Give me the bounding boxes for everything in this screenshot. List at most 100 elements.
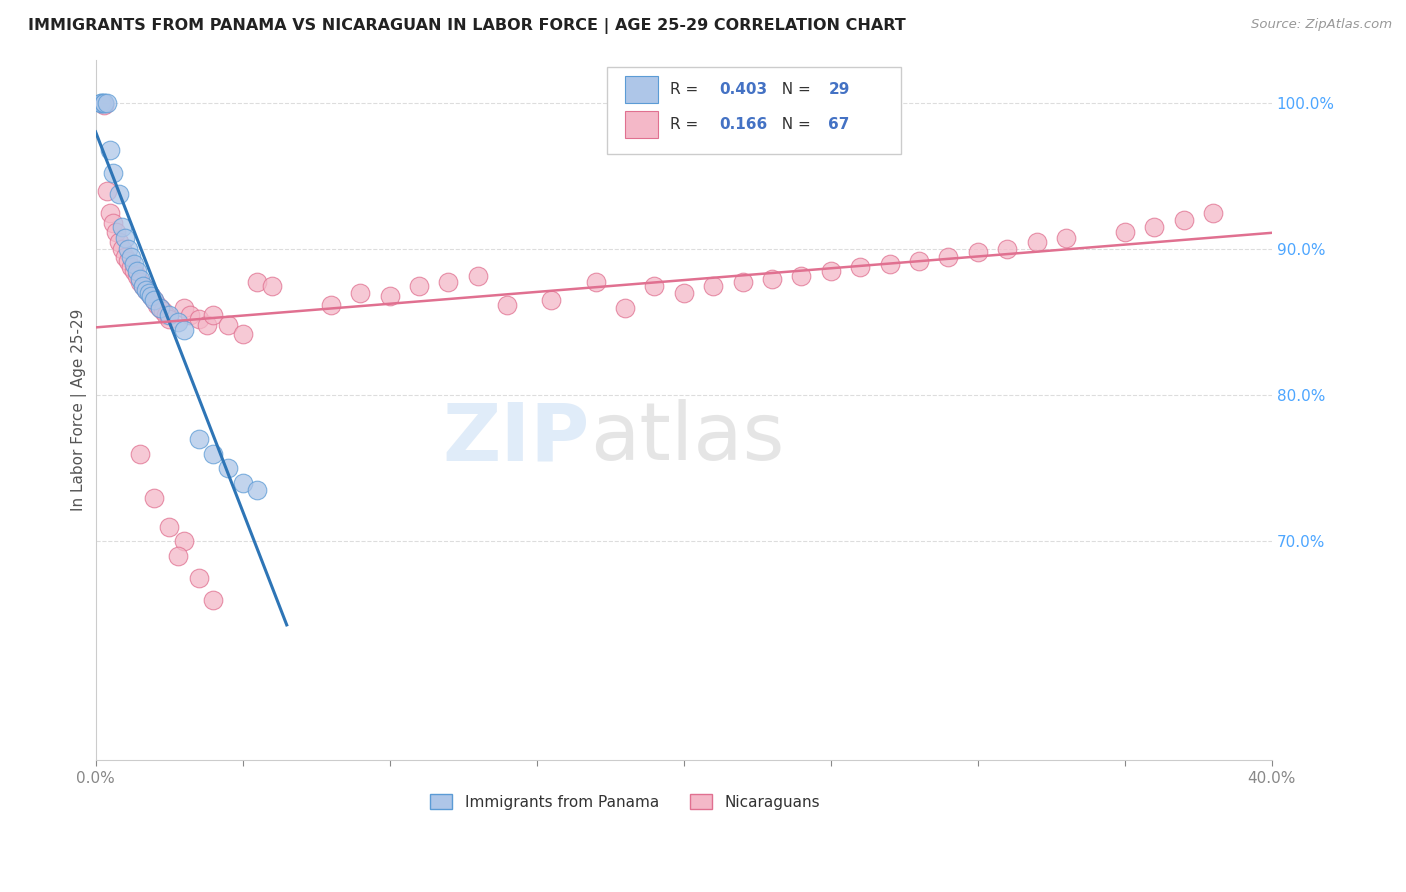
Point bbox=[103, 166, 125, 180]
Point bbox=[157, 312, 180, 326]
Point bbox=[157, 308, 180, 322]
Point bbox=[202, 592, 225, 607]
Point bbox=[378, 289, 401, 303]
Point bbox=[138, 286, 160, 301]
Text: 67: 67 bbox=[828, 117, 849, 132]
Point bbox=[319, 298, 342, 312]
Point bbox=[820, 264, 842, 278]
Point bbox=[761, 271, 783, 285]
Point bbox=[187, 571, 209, 585]
Point bbox=[90, 96, 112, 111]
Point bbox=[995, 243, 1018, 257]
Point bbox=[98, 143, 121, 157]
Text: 0.166: 0.166 bbox=[718, 117, 768, 132]
Point bbox=[125, 268, 148, 283]
Y-axis label: In Labor Force | Age 25-29: In Labor Force | Age 25-29 bbox=[72, 309, 87, 511]
Point bbox=[408, 279, 430, 293]
Point bbox=[496, 298, 519, 312]
Point bbox=[105, 225, 128, 239]
Text: ZIP: ZIP bbox=[443, 399, 589, 477]
Point bbox=[167, 315, 190, 329]
Point bbox=[128, 271, 150, 285]
Point bbox=[108, 235, 131, 249]
Point bbox=[195, 318, 218, 333]
Legend: Immigrants from Panama, Nicaraguans: Immigrants from Panama, Nicaraguans bbox=[423, 788, 827, 816]
Point bbox=[93, 98, 115, 112]
Point bbox=[120, 260, 142, 274]
Point bbox=[135, 283, 157, 297]
Point bbox=[585, 275, 607, 289]
Point bbox=[173, 534, 195, 549]
Point bbox=[122, 257, 145, 271]
Point bbox=[187, 312, 209, 326]
Point bbox=[246, 483, 269, 498]
Point bbox=[167, 549, 190, 563]
Point bbox=[114, 230, 136, 244]
Point bbox=[1173, 213, 1195, 227]
Point bbox=[143, 491, 166, 505]
Text: R =: R = bbox=[669, 117, 707, 132]
Point bbox=[155, 308, 177, 322]
Point bbox=[111, 243, 134, 257]
Point bbox=[125, 264, 148, 278]
Point bbox=[141, 289, 163, 303]
Point bbox=[149, 301, 172, 315]
Point bbox=[114, 250, 136, 264]
Point bbox=[1114, 225, 1136, 239]
Text: IMMIGRANTS FROM PANAMA VS NICARAGUAN IN LABOR FORCE | AGE 25-29 CORRELATION CHAR: IMMIGRANTS FROM PANAMA VS NICARAGUAN IN … bbox=[28, 18, 905, 34]
Point bbox=[217, 461, 239, 475]
Point bbox=[149, 301, 172, 315]
Point bbox=[702, 279, 724, 293]
Point bbox=[246, 275, 269, 289]
Text: R =: R = bbox=[669, 82, 703, 97]
Point bbox=[131, 279, 153, 293]
Point bbox=[108, 186, 131, 201]
Point bbox=[467, 268, 489, 283]
Point bbox=[540, 293, 562, 308]
Point bbox=[1025, 235, 1047, 249]
Point bbox=[731, 275, 754, 289]
Point bbox=[93, 96, 115, 111]
Point bbox=[643, 279, 665, 293]
Point bbox=[143, 293, 166, 308]
Point bbox=[1202, 206, 1225, 220]
Point bbox=[120, 250, 142, 264]
Point bbox=[96, 96, 118, 111]
Text: atlas: atlas bbox=[589, 399, 785, 477]
Point bbox=[173, 323, 195, 337]
Point bbox=[179, 308, 201, 322]
Point bbox=[613, 301, 636, 315]
Point bbox=[966, 245, 988, 260]
Point bbox=[128, 275, 150, 289]
Point bbox=[96, 184, 118, 198]
Point bbox=[790, 268, 813, 283]
Point bbox=[111, 220, 134, 235]
Point bbox=[260, 279, 283, 293]
Point bbox=[173, 301, 195, 315]
Point bbox=[131, 279, 153, 293]
Point bbox=[90, 96, 112, 111]
Point bbox=[152, 303, 174, 318]
Point bbox=[141, 289, 163, 303]
Text: 29: 29 bbox=[828, 82, 849, 97]
Text: 0.403: 0.403 bbox=[718, 82, 768, 97]
Point bbox=[135, 283, 157, 297]
Point bbox=[672, 286, 695, 301]
Point bbox=[349, 286, 371, 301]
Text: N =: N = bbox=[772, 82, 815, 97]
Text: Source: ZipAtlas.com: Source: ZipAtlas.com bbox=[1251, 18, 1392, 31]
Text: N =: N = bbox=[772, 117, 815, 132]
Point bbox=[217, 318, 239, 333]
Point bbox=[157, 520, 180, 534]
Point bbox=[98, 206, 121, 220]
Point bbox=[232, 327, 254, 342]
Point bbox=[908, 254, 931, 268]
FancyBboxPatch shape bbox=[607, 67, 901, 154]
Point bbox=[232, 475, 254, 490]
FancyBboxPatch shape bbox=[624, 77, 658, 103]
Point bbox=[437, 275, 460, 289]
Point bbox=[849, 260, 872, 274]
Point bbox=[103, 216, 125, 230]
Point bbox=[122, 264, 145, 278]
Point bbox=[128, 447, 150, 461]
